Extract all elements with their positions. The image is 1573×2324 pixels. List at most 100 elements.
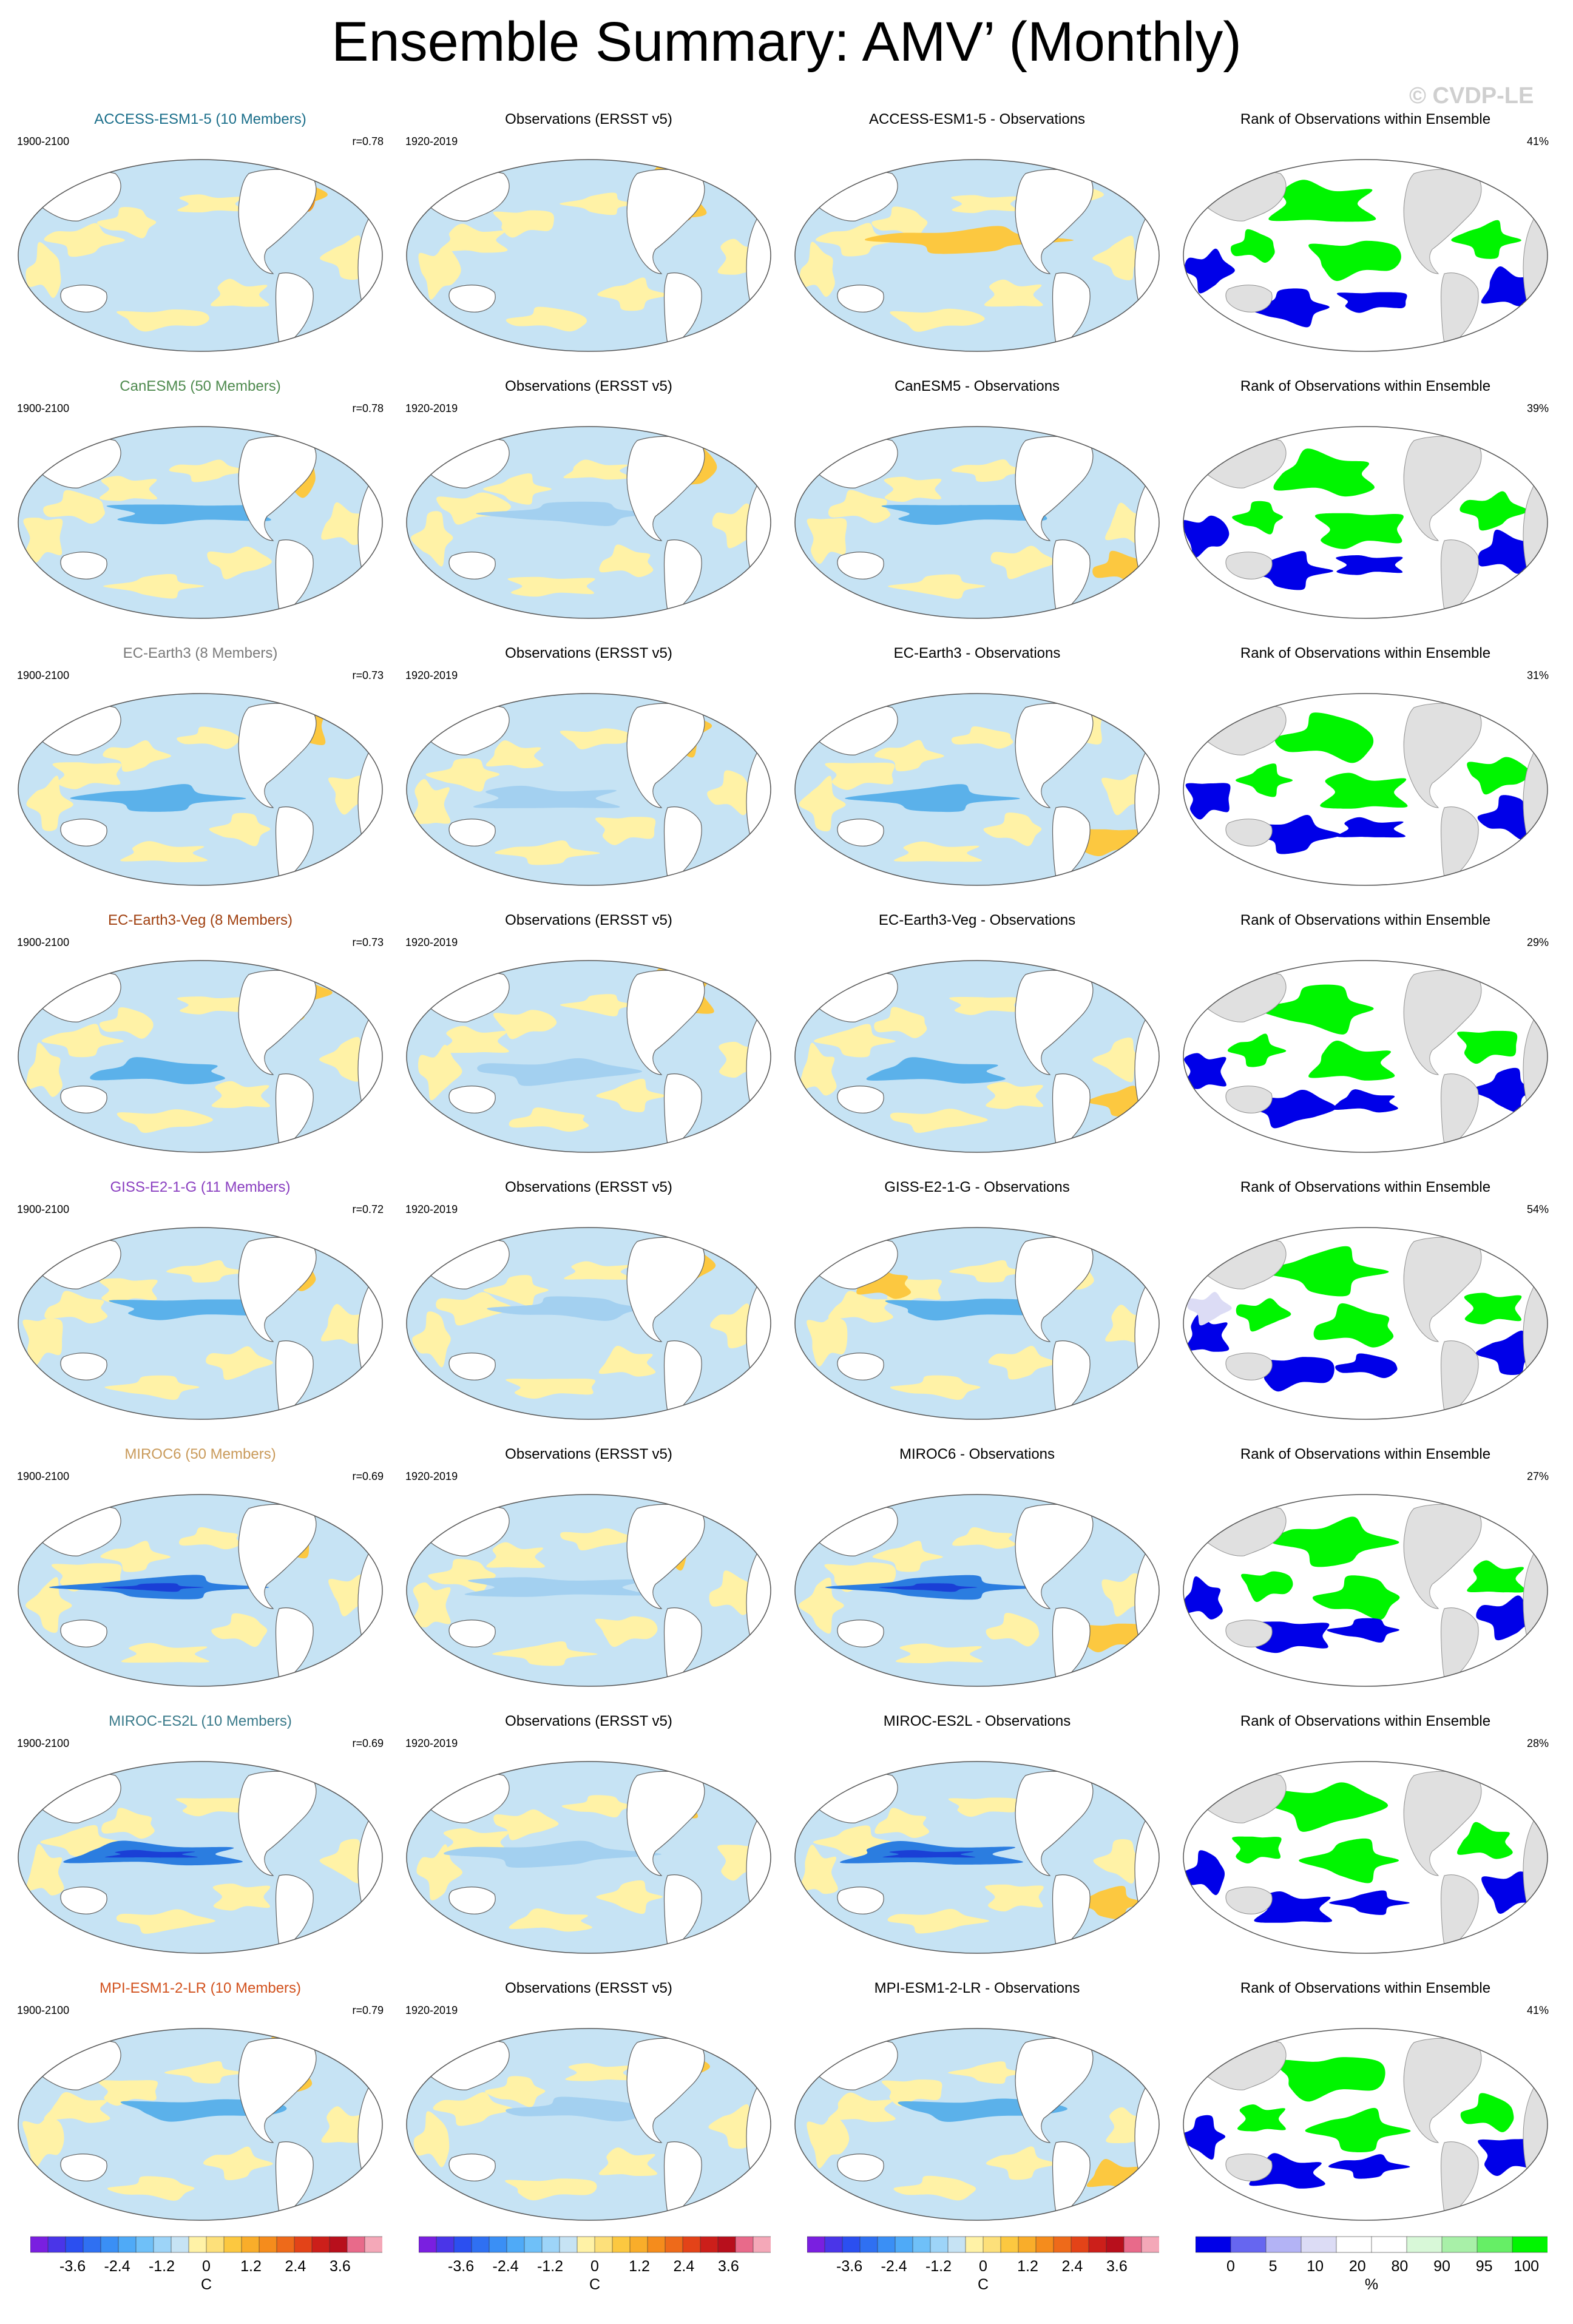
colorbar-swatch [188, 2236, 207, 2253]
colorbar-swatch [700, 2236, 719, 2253]
sst-warm-anomaly-patch [887, 1908, 989, 1934]
sst-warm-anomaly-patch [41, 1024, 124, 1058]
rank-percentage: 41% [1526, 135, 1549, 147]
sst-map [18, 693, 383, 886]
panel-title: Rank of Observations within Ensemble [1240, 378, 1491, 394]
sst-warm-anomaly-patch [169, 459, 249, 482]
australia-land [60, 552, 107, 579]
rank-high-percentile-region [1457, 1822, 1513, 1859]
rank-low-percentile-region [1327, 1618, 1400, 1643]
observations-panel: Observations (ERSST v5) 1920-2019 [394, 1178, 783, 1433]
rank-low-percentile-region [1335, 1353, 1398, 1379]
colorbar-unit: C [589, 2276, 601, 2293]
map-boundary [794, 2028, 1160, 2221]
panel-period: 1920-2019 [405, 1470, 458, 1482]
colorbar-tick-label: -2.4 [104, 2258, 130, 2275]
sst-warm-anomaly-patch [425, 758, 500, 792]
sst-warm-anomaly-patch [177, 194, 245, 213]
panel-title: CanESM5 - Observations [894, 378, 1060, 394]
rank-low-percentile-region [1477, 795, 1536, 840]
colorbar-unit: % [1364, 2276, 1379, 2293]
panel-title: MPI-ESM1-2-LR - Observations [874, 1980, 1080, 1996]
pattern-correlation: r=0.72 [352, 1203, 384, 1215]
south-america-land [275, 1340, 314, 1419]
australia-land [1225, 1887, 1273, 1914]
south-america-land [663, 539, 702, 618]
rank-high-percentile-region [1232, 501, 1284, 535]
colorbar-swatch [171, 2236, 189, 2253]
colorbar-difference: -3.6 -2.4 -1.2 0 1.2 2.4 3.6 C [807, 2233, 1159, 2300]
sst-warm-anomaly-patch [100, 1541, 171, 1572]
sst-warm-anomaly-patch [418, 246, 461, 300]
rank-high-percentile-region [1308, 240, 1401, 282]
sst-warm-anomaly-patch [104, 1375, 200, 1400]
pattern-correlation: r=0.78 [352, 135, 384, 147]
sst-map [406, 693, 771, 886]
sst-warm-anomaly-patch [25, 1577, 72, 1633]
sst-warm-anomaly-patch [799, 775, 846, 832]
australia-land [448, 1086, 496, 1113]
colorbar-swatch [1477, 2236, 1513, 2253]
sst-warm-anomaly-patch [486, 1542, 545, 1568]
sst-warm-anomaly-patch [598, 2147, 658, 2177]
rank-high-percentile-region [1261, 1246, 1389, 1297]
sst-warm-anomaly-patch [949, 1260, 1032, 1283]
map-boundary [794, 1494, 1160, 1687]
sst-warm-anomaly-patch [52, 762, 122, 789]
model-panel: EC-Earth3 (8 Members) 1900-2100 r=0.73 [6, 644, 394, 899]
sst-warm-anomaly-patch [598, 1345, 656, 1377]
australia-land [1225, 1620, 1273, 1647]
colorbar-swatch [419, 2236, 437, 2253]
map-boundary [794, 159, 1160, 352]
sst-warm-anomaly-patch [26, 775, 73, 831]
pattern-correlation: r=0.73 [352, 936, 384, 948]
rank-low-percentile-region [1240, 551, 1334, 590]
colorbar-swatch [947, 2236, 966, 2253]
australia-land [448, 1620, 496, 1647]
sst-warm-anomaly-patch [951, 726, 1013, 749]
sst-warm-anomaly-patch [98, 2080, 158, 2106]
sst-map [406, 426, 771, 619]
sst-warm-anomaly-patch [986, 1613, 1040, 1647]
panel-title: Rank of Observations within Ensemble [1240, 1713, 1491, 1729]
sst-warm-anomaly-patch [707, 770, 754, 816]
south-america-land [275, 1607, 314, 1686]
south-america-land [663, 806, 702, 885]
panel-title: Observations (ERSST v5) [505, 111, 672, 127]
sst-warm-anomaly-patch [40, 1825, 121, 1859]
panel-period: 1920-2019 [405, 1203, 458, 1215]
colorbar-tick-label: 2.4 [673, 2258, 695, 2275]
sst-warm-anomaly-patch [492, 1641, 598, 1666]
panel-title: Observations (ERSST v5) [505, 645, 672, 661]
panel-period: 1900-2100 [17, 135, 70, 147]
south-atlantic-warm-bias [865, 226, 1074, 254]
sst-warm-anomaly-patch [874, 1808, 930, 1839]
south-america-land [663, 1073, 702, 1152]
rank-high-percentile-region [1268, 1782, 1389, 1832]
australia-land [837, 1086, 884, 1113]
panel-period: 1920-2019 [405, 135, 458, 147]
panel-period: 1900-2100 [17, 669, 70, 681]
sst-warm-anomaly-patch [988, 1345, 1058, 1380]
sst-warm-anomaly-patch [595, 817, 656, 845]
colorbar-tick-label: 3.6 [330, 2258, 351, 2275]
rank-high-percentile-region [1312, 1575, 1400, 1620]
sst-warm-anomaly-patch [178, 1527, 242, 1550]
sst-warm-anomaly-patch [96, 207, 157, 238]
tropical-pacific-cool-band [881, 504, 1051, 525]
colorbar-swatch [1196, 2236, 1231, 2253]
colorbar-swatch [965, 2236, 984, 2253]
pattern-correlation: r=0.73 [352, 669, 384, 681]
sst-warm-anomaly-patch [1093, 1839, 1146, 1884]
sst-warm-anomaly-patch [799, 1578, 844, 1634]
rank-mid-low-region [1187, 1292, 1232, 1326]
observations-panel: Observations (ERSST v5) 1920-2019 [394, 644, 783, 899]
south-america-land [1052, 539, 1091, 618]
sst-warm-anomaly-patch [874, 740, 944, 772]
south-america-land [1052, 1073, 1091, 1152]
sst-warm-anomaly-patch [709, 1570, 754, 1615]
sst-warm-anomaly-patch [211, 1613, 268, 1647]
sst-warm-anomaly-patch [411, 511, 453, 567]
colorbar-swatch [153, 2236, 172, 2253]
south-america-land [1441, 1607, 1479, 1686]
